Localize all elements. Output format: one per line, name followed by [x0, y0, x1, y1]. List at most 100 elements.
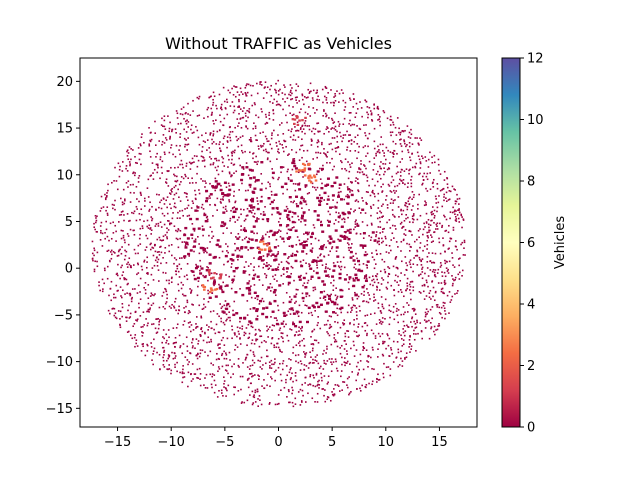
scatter-point — [343, 348, 346, 350]
scatter-point — [226, 250, 228, 252]
scatter-point — [169, 121, 171, 124]
scatter-point — [149, 175, 152, 177]
scatter-point — [123, 239, 126, 241]
scatter-point — [456, 214, 459, 216]
scatter-point — [316, 218, 320, 222]
scatter-point — [275, 206, 279, 210]
scatter-point — [167, 170, 170, 172]
scatter-point — [224, 107, 227, 110]
scatter-point — [267, 336, 269, 338]
scatter-point — [333, 393, 336, 396]
scatter-point — [228, 188, 232, 192]
scatter-point — [158, 236, 161, 239]
scatter-point — [416, 218, 419, 221]
scatter-point — [326, 345, 328, 348]
scatter-point — [298, 330, 300, 332]
scatter-point — [225, 319, 227, 322]
scatter-point — [285, 267, 289, 270]
scatter-point — [268, 264, 270, 266]
scatter-point — [373, 293, 375, 296]
scatter-point — [178, 276, 181, 278]
scatter-point — [283, 268, 285, 271]
scatter-point — [204, 186, 206, 188]
scatter-point — [303, 200, 307, 203]
scatter-point — [366, 334, 368, 337]
scatter-point — [198, 355, 201, 358]
scatter-point — [186, 149, 188, 151]
scatter-point — [143, 197, 146, 200]
scatter-point — [378, 151, 381, 154]
scatter-point — [381, 258, 384, 261]
scatter-point — [118, 249, 120, 252]
scatter-point — [301, 242, 304, 244]
scatter-point — [212, 141, 215, 143]
scatter-point — [269, 385, 271, 388]
scatter-point — [460, 243, 462, 246]
scatter-point — [348, 231, 352, 234]
scatter-point — [121, 274, 124, 277]
scatter-point — [182, 376, 184, 379]
scatter-point — [403, 295, 405, 298]
scatter-point — [411, 215, 414, 218]
scatter-point — [256, 163, 258, 166]
scatter-point — [389, 115, 392, 118]
scatter-point — [350, 208, 352, 210]
scatter-point — [383, 362, 385, 365]
scatter-point — [155, 163, 158, 166]
scatter-point — [453, 279, 455, 282]
scatter-point — [374, 335, 377, 337]
scatter-point — [264, 206, 266, 208]
scatter-point — [253, 161, 256, 163]
scatter-point — [154, 132, 157, 134]
scatter-point — [416, 264, 419, 266]
scatter-point — [404, 129, 406, 132]
scatter-point — [159, 221, 162, 223]
hotspot-point — [208, 272, 211, 275]
scatter-point — [324, 400, 327, 403]
scatter-point — [341, 167, 343, 170]
scatter-point — [184, 226, 188, 230]
scatter-point — [260, 341, 263, 344]
scatter-point — [314, 128, 317, 130]
scatter-point — [317, 380, 319, 383]
scatter-point — [215, 104, 217, 107]
scatter-point — [383, 111, 386, 114]
scatter-point — [405, 202, 408, 205]
scatter-point — [427, 285, 429, 288]
scatter-point — [165, 359, 168, 362]
scatter-point — [362, 347, 365, 349]
scatter-point — [296, 121, 299, 124]
scatter-point — [275, 104, 278, 106]
scatter-point — [431, 236, 433, 238]
scatter-point — [146, 237, 149, 240]
scatter-point — [180, 281, 183, 284]
scatter-point — [314, 286, 316, 289]
scatter-point — [151, 219, 153, 222]
scatter-point — [263, 379, 265, 381]
scatter-point — [191, 341, 193, 344]
scatter-point — [191, 182, 194, 184]
scatter-point — [390, 119, 393, 121]
scatter-point — [302, 259, 305, 262]
scatter-point — [183, 257, 186, 259]
scatter-point — [277, 93, 280, 96]
scatter-point — [462, 254, 465, 256]
scatter-point — [120, 211, 123, 213]
scatter-point — [234, 86, 237, 88]
scatter-point — [174, 206, 177, 209]
scatter-point — [414, 327, 417, 329]
scatter-point — [174, 345, 176, 348]
hotspot-point — [267, 248, 271, 251]
scatter-point — [255, 155, 257, 158]
scatter-point — [267, 181, 270, 184]
scatter-point — [313, 133, 316, 135]
scatter-point — [229, 319, 231, 322]
scatter-point — [356, 157, 358, 160]
scatter-point — [442, 244, 445, 246]
scatter-point — [273, 98, 276, 101]
scatter-point — [149, 140, 152, 143]
scatter-point — [432, 268, 435, 271]
scatter-point — [363, 164, 365, 166]
scatter-point — [367, 137, 369, 140]
scatter-point — [183, 137, 186, 140]
